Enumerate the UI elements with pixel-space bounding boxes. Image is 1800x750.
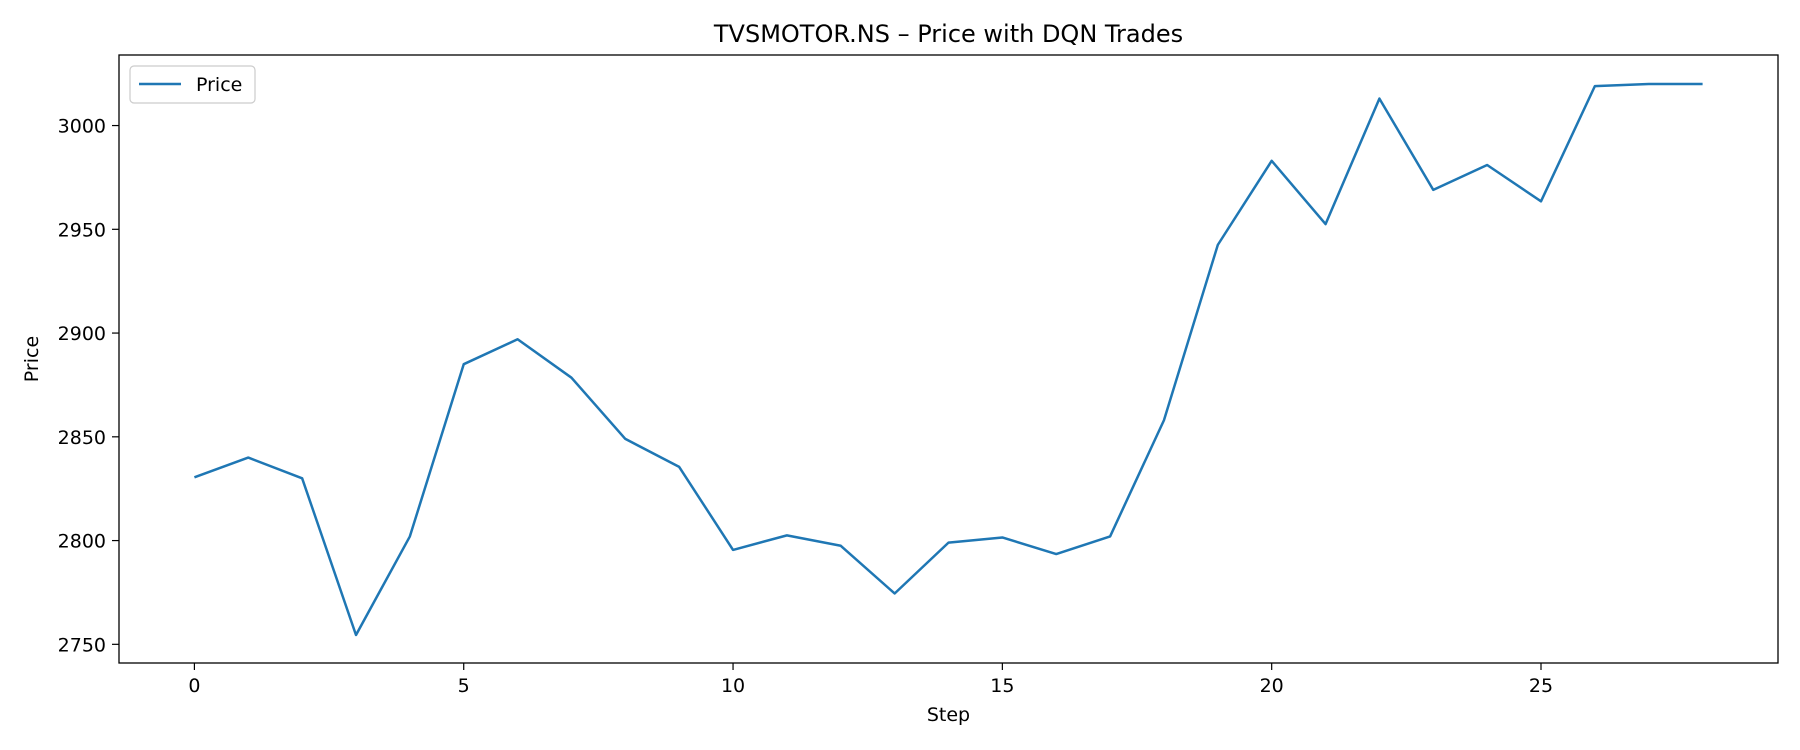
data-point: [1216, 243, 1220, 247]
data-point: [731, 548, 735, 552]
data-point: [893, 591, 897, 595]
data-point: [246, 456, 250, 460]
y-axis-label: Price: [21, 336, 43, 382]
x-tick-label: 0: [188, 675, 200, 697]
x-tick-label: 20: [1260, 675, 1284, 697]
data-point: [1162, 418, 1166, 422]
x-tick-label: 25: [1529, 675, 1553, 697]
legend-box: [129, 65, 256, 104]
y-tick-label: 3000: [58, 116, 106, 138]
y-tick-label: 2950: [58, 219, 106, 241]
y-tick-label: 2850: [58, 427, 106, 449]
y-tick-label: 2900: [58, 323, 106, 345]
data-point: [1108, 534, 1112, 538]
data-point: [1431, 188, 1435, 192]
legend: Price: [129, 65, 256, 104]
series-line-price: [193, 82, 1703, 637]
data-point: [354, 633, 358, 637]
data-point: [1324, 222, 1328, 226]
data-point: [516, 337, 520, 341]
data-point: [1270, 159, 1274, 163]
data-point: [1485, 163, 1489, 167]
y-tick-label: 2750: [58, 634, 106, 656]
data-point: [1054, 552, 1058, 556]
data-point: [623, 437, 627, 441]
data-point: [839, 544, 843, 548]
data-point: [1000, 535, 1004, 539]
y-axis-ticks: 2750 2800 2850 2900 2950 3000: [58, 116, 119, 656]
x-tick-label: 15: [990, 675, 1014, 697]
x-axis-label: Step: [927, 704, 970, 726]
chart-title: TVSMOTOR.NS – Price with DQN Trades: [713, 20, 1183, 48]
x-axis-ticks: 0 5 10 15 20 25: [188, 663, 1553, 697]
data-point: [1377, 97, 1381, 101]
data-point: [947, 541, 951, 545]
y-tick-label: 2800: [58, 531, 106, 553]
legend-label-price: Price: [196, 74, 242, 96]
data-point: [569, 376, 573, 380]
data-point: [1593, 84, 1597, 88]
x-tick-label: 5: [458, 675, 470, 697]
data-point: [677, 465, 681, 469]
data-point: [462, 362, 466, 366]
data-point: [1539, 199, 1543, 203]
plot-frame: [118, 54, 1779, 664]
data-point: [1647, 82, 1651, 86]
x-tick-label: 10: [721, 675, 745, 697]
series-layer: [192, 82, 1705, 637]
data-point: [785, 533, 789, 537]
data-point: [300, 476, 304, 480]
data-point: [192, 475, 196, 479]
data-point: [1701, 82, 1705, 86]
data-point: [408, 534, 412, 538]
